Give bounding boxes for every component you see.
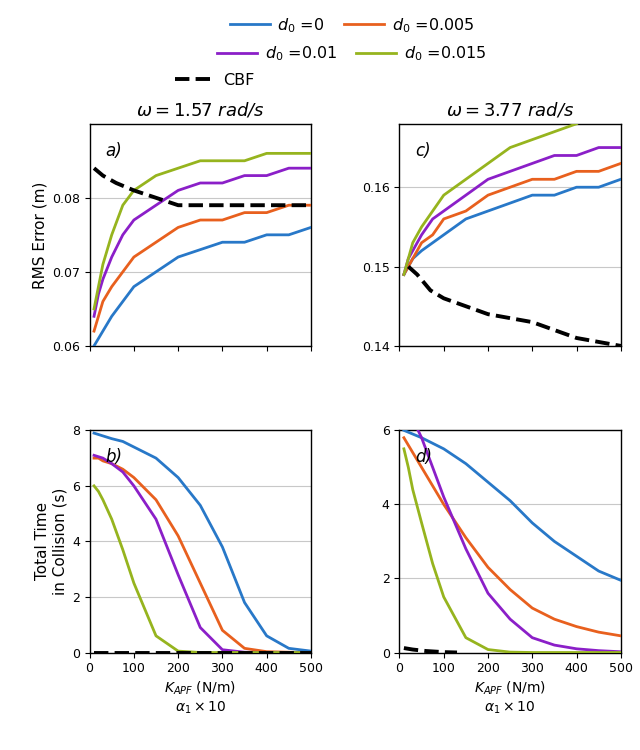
Y-axis label: Total Time
in Collision (s): Total Time in Collision (s) <box>35 488 68 595</box>
Title: $\omega = 1.57$ rad/s: $\omega = 1.57$ rad/s <box>136 100 264 119</box>
Text: b): b) <box>105 448 122 466</box>
Y-axis label: RMS Error (m): RMS Error (m) <box>33 182 48 289</box>
Text: a): a) <box>105 142 122 160</box>
Text: d): d) <box>415 448 432 466</box>
Legend: CBF: CBF <box>168 67 260 94</box>
Legend: $d_0$ =0.01, $d_0$ =0.015: $d_0$ =0.01, $d_0$ =0.015 <box>211 38 493 70</box>
X-axis label: $K_{APF}$ (N/m)
$\alpha_1 \times 10$: $K_{APF}$ (N/m) $\alpha_1 \times 10$ <box>474 680 546 716</box>
Text: c): c) <box>415 142 431 160</box>
X-axis label: $K_{APF}$ (N/m)
$\alpha_1 \times 10$: $K_{APF}$ (N/m) $\alpha_1 \times 10$ <box>164 680 236 716</box>
Title: $\omega = 3.77$ rad/s: $\omega = 3.77$ rad/s <box>446 100 574 119</box>
Legend: $d_0$ =0, $d_0$ =0.005: $d_0$ =0, $d_0$ =0.005 <box>223 10 481 41</box>
